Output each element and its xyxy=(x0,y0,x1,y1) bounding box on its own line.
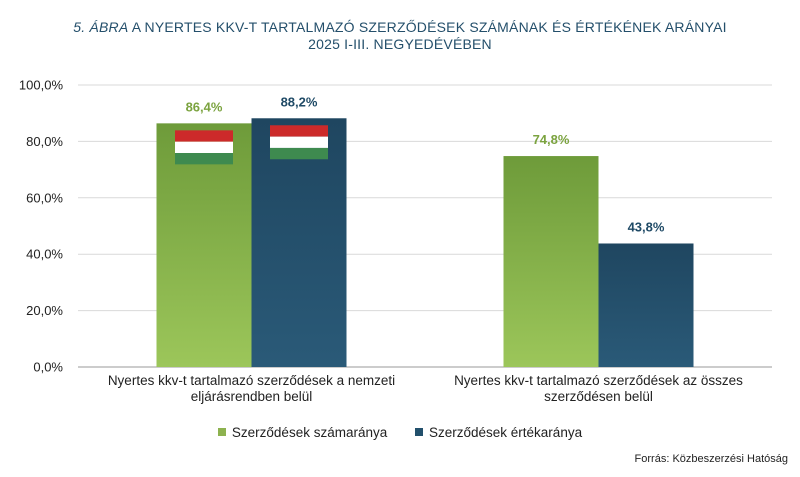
y-tick-label: 20,0% xyxy=(26,303,63,318)
x-category-label: Nyertes kkv-t tartalmazó szerződések a n… xyxy=(108,373,395,388)
y-tick-label: 100,0% xyxy=(19,78,64,93)
chart-title: 5. ÁBRA A NYERTES KKV-T TARTALMAZÓ SZERZ… xyxy=(0,19,800,53)
legend-swatch-value xyxy=(415,428,423,436)
legend: Szerződések számaránya Szerződések érték… xyxy=(0,425,800,440)
hungarian-flag-icon xyxy=(270,125,328,160)
flag-stripe-green xyxy=(175,153,233,165)
hungarian-flag-icon xyxy=(175,130,233,165)
x-category-label: eljárásrendben belül xyxy=(191,389,313,404)
legend-label-count: Szerződések számaránya xyxy=(231,425,388,440)
source-note: Forrás: Közbeszerzési Hatóság xyxy=(634,453,788,465)
figure-label: 5. ÁBRA xyxy=(73,19,129,35)
data-label-count-2: 74,8% xyxy=(533,132,570,147)
flag-stripe-red xyxy=(270,125,328,137)
title-line-2: 2025 I-III. NEGYEDÉVÉBEN xyxy=(308,36,492,52)
flag-stripe-white xyxy=(270,136,328,148)
data-label-value-1: 88,2% xyxy=(281,94,318,109)
legend-label-value: Szerződések értékaránya xyxy=(429,425,583,440)
bar-value-1 xyxy=(251,118,347,367)
flag-stripe-green xyxy=(270,147,328,160)
y-tick-label: 80,0% xyxy=(26,134,63,149)
x-category-label: szerződésen belül xyxy=(544,389,653,404)
data-label-value-2: 43,8% xyxy=(628,219,665,234)
bar-count-2 xyxy=(503,156,599,367)
x-category-label: Nyertes kkv-t tartalmazó szerződések az … xyxy=(454,373,743,388)
y-tick-label: 0,0% xyxy=(33,360,63,375)
legend-item-count: Szerződések számaránya xyxy=(217,425,388,440)
y-tick-label: 40,0% xyxy=(26,247,63,262)
title-line-1: A NYERTES KKV-T TARTALMAZÓ SZERZŐDÉSEK S… xyxy=(131,19,727,35)
y-tick-label: 60,0% xyxy=(26,190,63,205)
data-label-count-1: 86,4% xyxy=(186,99,223,114)
legend-item-value: Szerződések értékaránya xyxy=(415,425,582,440)
flag-stripe-white xyxy=(175,141,233,154)
flag-stripe-red xyxy=(175,130,233,142)
legend-swatch-count xyxy=(217,428,226,436)
bar-value-2 xyxy=(598,243,694,367)
